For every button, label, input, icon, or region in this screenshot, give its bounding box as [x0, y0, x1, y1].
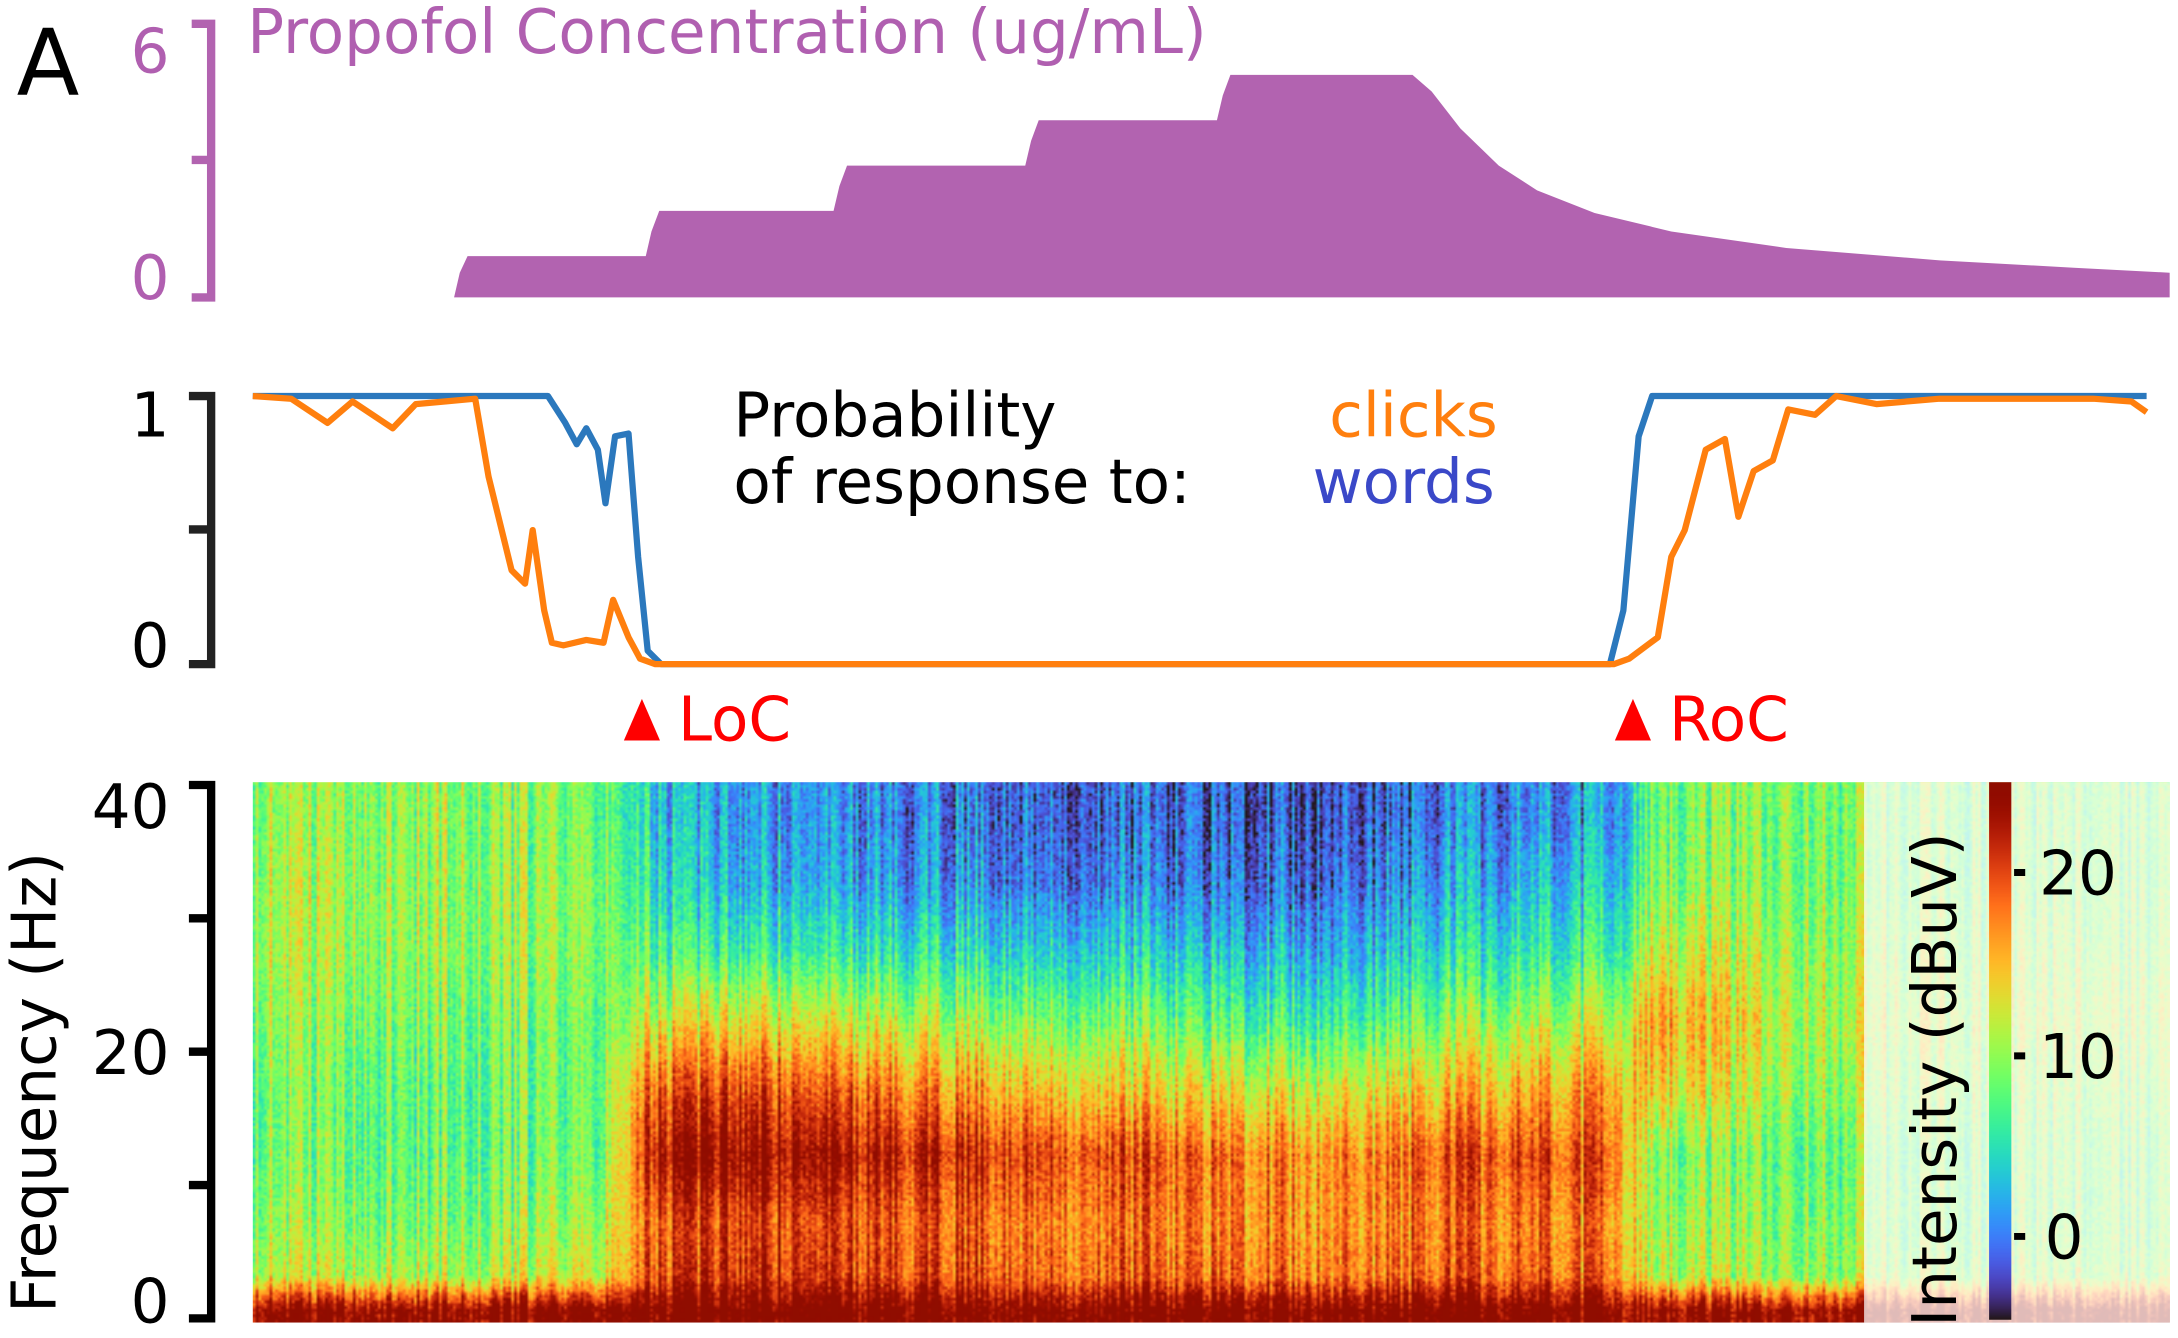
colorbar-tick-0: 0: [2045, 1203, 2084, 1274]
loc-marker-icon: [623, 698, 660, 741]
roc-label: RoC: [1669, 685, 1789, 756]
propofol-ytick-6: 6: [131, 16, 170, 87]
panel-label: A: [17, 10, 80, 117]
words-line: [252, 392, 2147, 668]
prob-ytick-1: 1: [131, 380, 170, 451]
freq-ytick-0: 0: [131, 1267, 170, 1338]
colorbar-label: Intensity (dBuV): [1900, 832, 1971, 1326]
colorbar-tick-10: 10: [2039, 1022, 2117, 1093]
freq-ytick-40: 40: [92, 772, 170, 843]
colorbar: [1989, 782, 2012, 1320]
legend-title-line1: Probability: [733, 380, 1056, 451]
legend-title-line2: of response to:: [733, 447, 1190, 518]
prob-ytick-0: 0: [131, 611, 170, 682]
roc-marker-icon: [1614, 698, 1652, 741]
propofol-area: [252, 74, 2170, 298]
legend-clicks: clicks: [1329, 380, 1497, 451]
propofol-panel: Propofol Concentration (ug/mL) 6 0: [131, 0, 2170, 314]
freq-ytick-20: 20: [92, 1018, 170, 1089]
frequency-y-axis: [188, 780, 216, 1323]
probability-panel: 1 0 Probability of response to: clicks w…: [131, 380, 2149, 756]
spectrogram-heatmap: [252, 782, 2170, 1323]
propofol-y-axis: [191, 19, 216, 302]
colorbar-ticks: [2014, 869, 2026, 1240]
loc-label: LoC: [678, 685, 791, 756]
colorbar-tick-20: 20: [2039, 839, 2117, 910]
clicks-line: [252, 392, 2149, 668]
spectrogram-panel: 20 10 0 Intensity (dBuV) 40 20 0 Frequen…: [0, 772, 2170, 1338]
propofol-title: Propofol Concentration (ug/mL): [247, 0, 1207, 68]
propofol-ytick-0: 0: [131, 243, 170, 314]
probability-y-axis: [188, 391, 216, 669]
legend-words: words: [1313, 447, 1495, 518]
frequency-axis-label: Frequency (Hz): [0, 852, 71, 1313]
